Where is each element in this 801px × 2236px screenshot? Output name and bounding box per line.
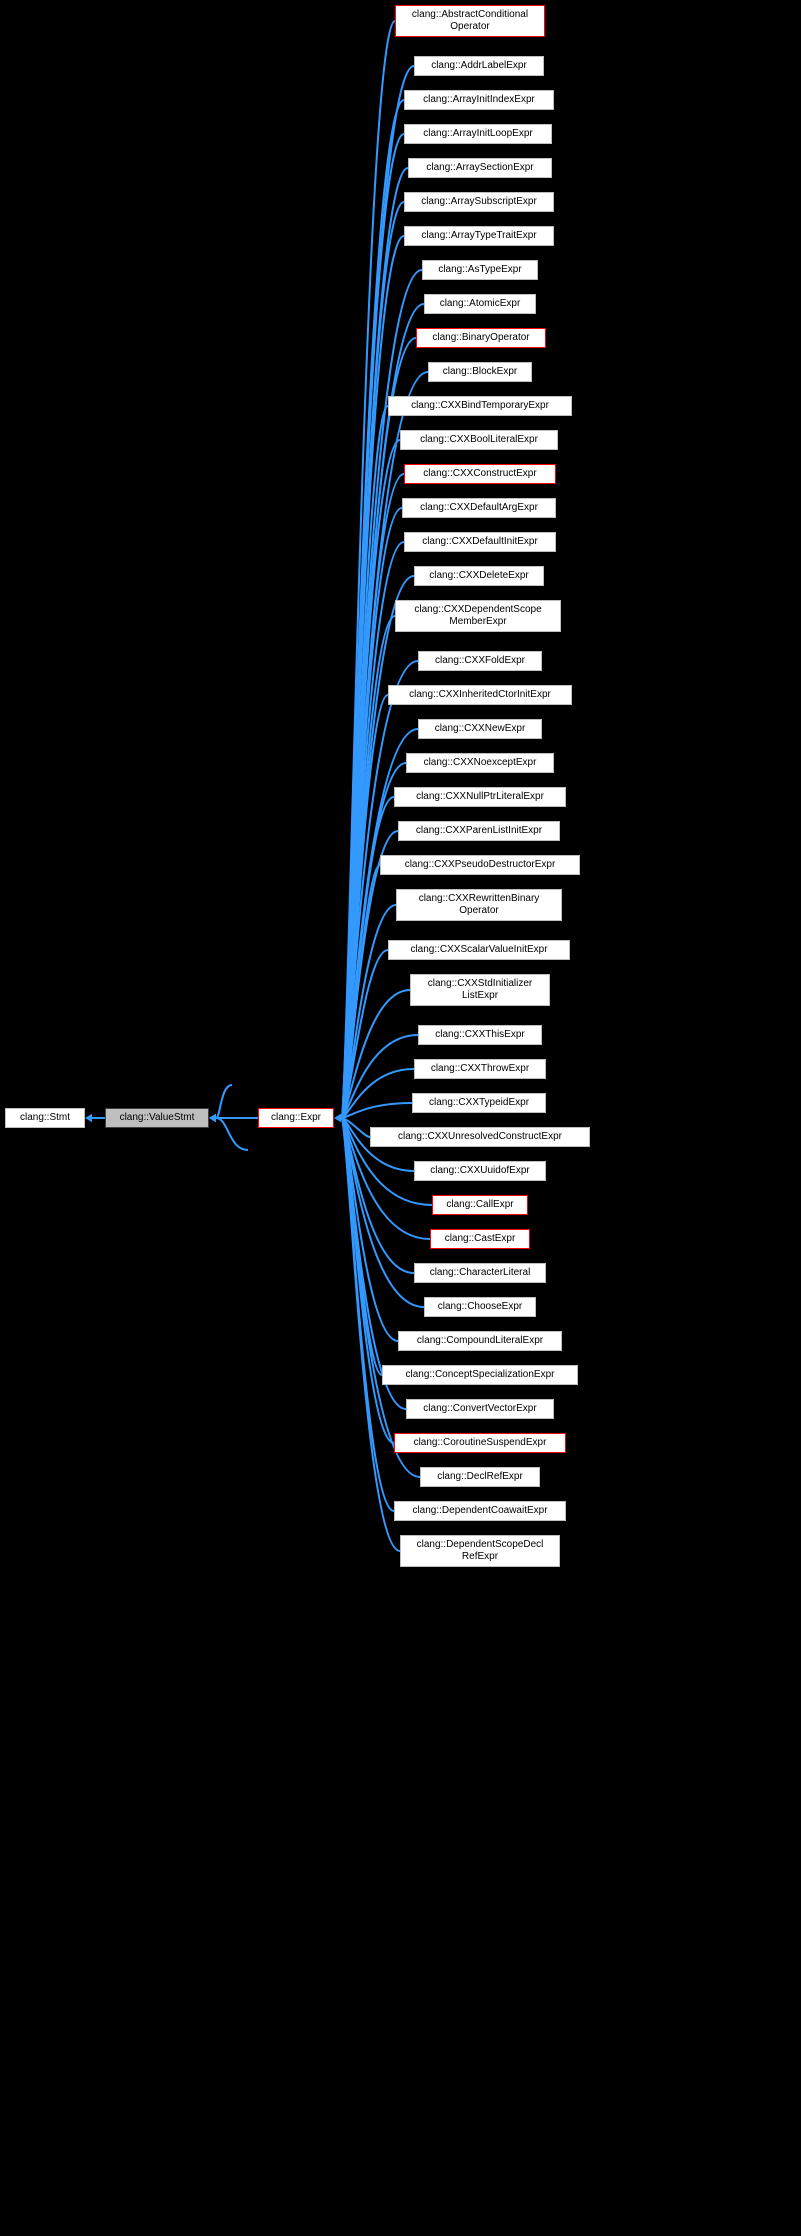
- node-cxxtypeid[interactable]: clang::CXXTypeidExpr: [412, 1093, 546, 1113]
- node-convertvec[interactable]: clang::ConvertVectorExpr: [406, 1399, 554, 1419]
- node-valuestmt[interactable]: clang::ValueStmt: [105, 1108, 209, 1128]
- node-cxxdelete[interactable]: clang::CXXDeleteExpr: [414, 566, 544, 586]
- node-addrlabel[interactable]: clang::AddrLabelExpr: [414, 56, 544, 76]
- node-compoundlit[interactable]: clang::CompoundLiteralExpr: [398, 1331, 562, 1351]
- node-cxxbindtemp[interactable]: clang::CXXBindTemporaryExpr: [388, 396, 572, 416]
- node-depscopedecl[interactable]: clang::DependentScopeDecl RefExpr: [400, 1535, 560, 1567]
- node-block[interactable]: clang::BlockExpr: [428, 362, 532, 382]
- node-arrsubscript[interactable]: clang::ArraySubscriptExpr: [404, 192, 554, 212]
- node-cxxinherit[interactable]: clang::CXXInheritedCtorInitExpr: [388, 685, 572, 705]
- node-choose[interactable]: clang::ChooseExpr: [424, 1297, 536, 1317]
- node-charlit[interactable]: clang::CharacterLiteral: [414, 1263, 546, 1283]
- node-depcoawait[interactable]: clang::DependentCoawaitExpr: [394, 1501, 566, 1521]
- node-cxxdefarg[interactable]: clang::CXXDefaultArgExpr: [402, 498, 556, 518]
- node-cxxnew[interactable]: clang::CXXNewExpr: [418, 719, 542, 739]
- node-atomic[interactable]: clang::AtomicExpr: [424, 294, 536, 314]
- node-cxxthrow[interactable]: clang::CXXThrowExpr: [414, 1059, 546, 1079]
- inheritance-diagram: clang::Stmt clang::ValueStmt clang::Attrib…: [0, 0, 801, 2236]
- node-abscond[interactable]: clang::AbstractConditional Operator: [395, 5, 545, 37]
- node-labelstmt[interactable]: clang::LabelStmt: [248, 1140, 323, 1151]
- node-corosuspend[interactable]: clang::CoroutineSuspendExpr: [394, 1433, 566, 1453]
- node-cxxpseudo[interactable]: clang::CXXPseudoDestructorExpr: [380, 855, 580, 875]
- node-cxxstdinit[interactable]: clang::CXXStdInitializer ListExpr: [410, 974, 550, 1006]
- node-conceptspec[interactable]: clang::ConceptSpecializationExpr: [382, 1365, 578, 1385]
- node-expr[interactable]: clang::Expr: [258, 1108, 334, 1128]
- node-declref[interactable]: clang::DeclRefExpr: [420, 1467, 540, 1487]
- node-cxxthis[interactable]: clang::CXXThisExpr: [418, 1025, 542, 1045]
- node-stmt[interactable]: clang::Stmt: [5, 1108, 85, 1128]
- node-attributed[interactable]: clang::AttributedStmt: [232, 1075, 325, 1086]
- node-cxxrewrite[interactable]: clang::CXXRewrittenBinary Operator: [396, 889, 562, 921]
- node-binop[interactable]: clang::BinaryOperator: [416, 328, 546, 348]
- node-arrinitidx[interactable]: clang::ArrayInitIndexExpr: [404, 90, 554, 110]
- node-arrinitloop[interactable]: clang::ArrayInitLoopExpr: [404, 124, 552, 144]
- node-cxxdepscope[interactable]: clang::CXXDependentScope MemberExpr: [395, 600, 561, 632]
- node-astype[interactable]: clang::AsTypeExpr: [422, 260, 538, 280]
- node-callexpr[interactable]: clang::CallExpr: [432, 1195, 528, 1215]
- node-cxxparenlist[interactable]: clang::CXXParenListInitExpr: [398, 821, 560, 841]
- node-cxxnullptr[interactable]: clang::CXXNullPtrLiteralExpr: [394, 787, 566, 807]
- node-cxxunresolv[interactable]: clang::CXXUnresolvedConstructExpr: [370, 1127, 590, 1147]
- node-arrsection[interactable]: clang::ArraySectionExpr: [408, 158, 552, 178]
- node-cxxboollit[interactable]: clang::CXXBoolLiteralExpr: [400, 430, 558, 450]
- node-cxxscalar[interactable]: clang::CXXScalarValueInitExpr: [388, 940, 570, 960]
- node-castexpr[interactable]: clang::CastExpr: [430, 1229, 530, 1249]
- node-cxxfold[interactable]: clang::CXXFoldExpr: [418, 651, 542, 671]
- node-cxxuuid[interactable]: clang::CXXUuidofExpr: [414, 1161, 546, 1181]
- node-cxxnoexcept[interactable]: clang::CXXNoexceptExpr: [406, 753, 554, 773]
- node-cxxdefinit[interactable]: clang::CXXDefaultInitExpr: [404, 532, 556, 552]
- node-cxxconstruct[interactable]: clang::CXXConstructExpr: [404, 464, 556, 484]
- node-arrtypetrait[interactable]: clang::ArrayTypeTraitExpr: [404, 226, 554, 246]
